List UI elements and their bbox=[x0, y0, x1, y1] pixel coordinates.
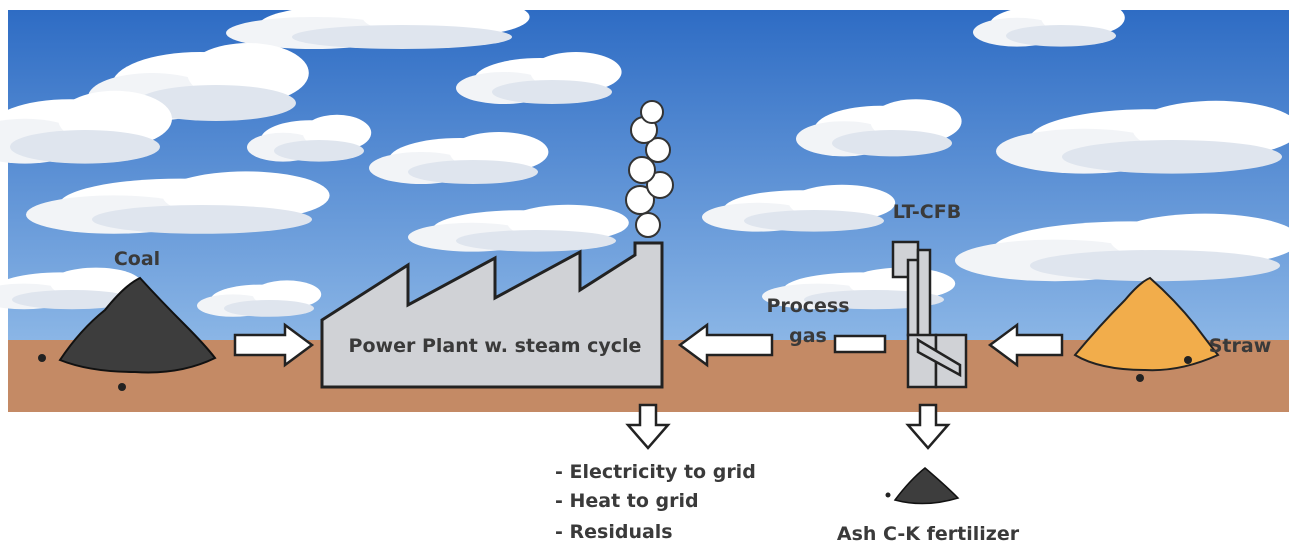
output: - Residuals bbox=[555, 521, 673, 543]
arrow bbox=[677, 322, 774, 368]
plant-label: Power Plant w. steam cycle bbox=[349, 335, 642, 357]
straw-label: Straw bbox=[1209, 335, 1272, 357]
smoke bbox=[625, 100, 674, 238]
arrow bbox=[625, 403, 671, 450]
straw-pile bbox=[1073, 276, 1220, 372]
arrow bbox=[833, 334, 887, 354]
power-plant bbox=[320, 241, 664, 389]
arrow bbox=[987, 322, 1064, 368]
arrow bbox=[905, 403, 951, 450]
cfb-label: LT-CFB bbox=[893, 201, 961, 223]
lt-cfb bbox=[891, 240, 968, 389]
ash-pile bbox=[893, 467, 960, 505]
gas-label: Process bbox=[766, 295, 849, 317]
output: - Heat to grid bbox=[555, 490, 699, 512]
output: - Electricity to grid bbox=[555, 461, 756, 483]
ash-label: Ash C-K fertilizer bbox=[837, 523, 1020, 545]
gas-label: gas bbox=[789, 325, 827, 347]
coal-label: Coal bbox=[114, 248, 160, 270]
coal-pile bbox=[58, 276, 217, 374]
arrow bbox=[233, 322, 315, 368]
